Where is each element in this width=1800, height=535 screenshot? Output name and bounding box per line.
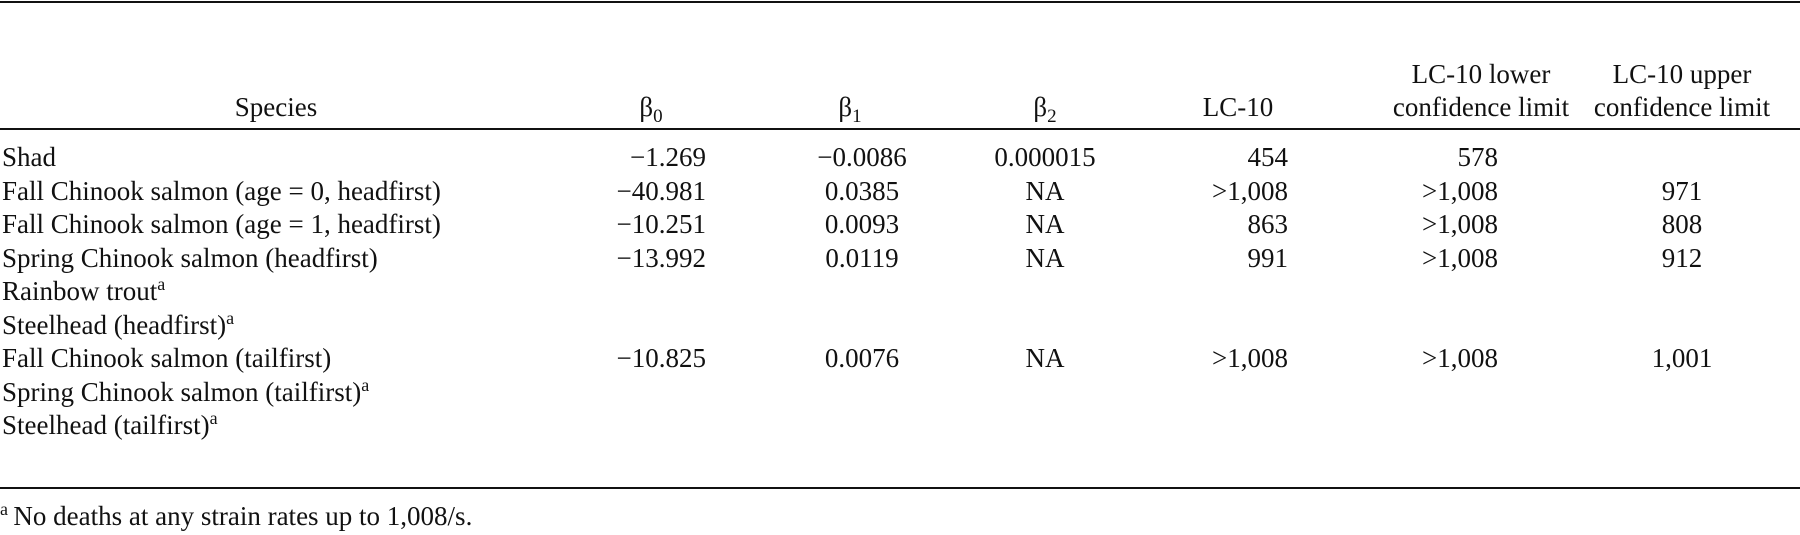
value-cell: 0.0119 <box>825 242 899 273</box>
species-name: Steelhead (headfirst) <box>2 309 227 340</box>
value-cell: 863 <box>1247 209 1289 239</box>
top-rule <box>0 1 1800 3</box>
header-label: Species <box>234 92 318 122</box>
value-cell: 454 <box>1247 142 1289 172</box>
value-cell: >1,008 <box>1422 242 1498 273</box>
value-cell: −10.825 <box>616 343 706 373</box>
value-cell: NA <box>1025 175 1065 206</box>
value-cell: NA <box>1025 209 1065 239</box>
value-cell: >1,008 <box>1212 343 1288 373</box>
value-cell: 0.0076 <box>824 343 900 373</box>
species-name: Spring Chinook salmon (headfirst) <box>2 242 378 273</box>
header-text: β2 <box>985 91 1105 127</box>
header-text: β0 <box>591 91 711 127</box>
header-label: β <box>1033 92 1048 122</box>
column-header: LC-10 lower confidence limit <box>1391 0 1571 124</box>
value-cell: 1,001 <box>1651 343 1713 373</box>
value-cell: 0.0385 <box>824 175 900 206</box>
species-cell: Rainbow trouta <box>2 272 165 310</box>
header-subscript: 0 <box>653 106 663 127</box>
bottom-rule <box>0 487 1800 489</box>
value-cell: −40.981 <box>616 175 706 206</box>
species-cell: Spring Chinook salmon (headfirst) <box>2 239 378 277</box>
species-name: Fall Chinook salmon (tailfirst) <box>2 343 332 373</box>
value-cell: NA <box>1025 242 1065 273</box>
header-label: LC-10 upper confidence limit <box>1593 59 1771 122</box>
footnote-text: No deaths at any strain rates up to 1,00… <box>13 501 473 531</box>
species-cell: Fall Chinook salmon (tailfirst) <box>2 339 331 377</box>
header-subscript: 1 <box>852 106 862 127</box>
value-cell: 912 <box>1661 242 1703 273</box>
header-text: LC-10 upper confidence limit <box>1592 58 1772 124</box>
species-cell: Steelhead (tailfirst)a <box>2 406 218 444</box>
value-cell: 0.000015 <box>994 142 1096 172</box>
column-header: LC-10 <box>1168 0 1308 124</box>
species-name: Spring Chinook salmon (tailfirst) <box>2 376 362 407</box>
species-name: Shad <box>2 142 56 172</box>
column-header: β0 <box>591 0 711 127</box>
footnote: a No deaths at any strain rates up to 1,… <box>0 497 472 535</box>
value-cell: 0.0093 <box>824 209 900 239</box>
species-cell: Spring Chinook salmon (tailfirst)a <box>2 373 369 411</box>
header-text: Species <box>126 91 426 124</box>
footnote-mark: a <box>157 274 166 294</box>
value-cell: >1,008 <box>1422 343 1498 373</box>
value-cell: >1,008 <box>1212 175 1288 206</box>
value-cell: −13.992 <box>616 242 706 273</box>
footnote-mark: a <box>209 408 218 428</box>
value-cell: >1,008 <box>1422 175 1498 206</box>
species-name: Fall Chinook salmon (age = 0, headfirst) <box>2 175 441 206</box>
header-label: β <box>838 92 853 122</box>
value-cell: −1.269 <box>630 142 706 172</box>
header-text: LC-10 lower confidence limit <box>1391 58 1571 124</box>
header-label: LC-10 <box>1202 92 1274 122</box>
species-cell: Fall Chinook salmon (age = 1, headfirst) <box>2 205 441 243</box>
value-cell: −10.251 <box>616 209 706 239</box>
header-text: LC-10 <box>1168 91 1308 124</box>
value-cell: 971 <box>1661 175 1703 206</box>
species-cell: Steelhead (headfirst)a <box>2 306 234 344</box>
header-label: β <box>639 92 654 122</box>
value-cell: >1,008 <box>1422 209 1498 239</box>
species-name: Steelhead (tailfirst) <box>2 410 210 440</box>
value-cell: NA <box>1025 343 1065 373</box>
value-cell: 991 <box>1247 242 1289 273</box>
header-text: β1 <box>790 91 910 127</box>
header-label: LC-10 lower confidence limit <box>1392 59 1570 122</box>
header-rule <box>0 128 1800 130</box>
header-subscript: 2 <box>1047 106 1057 127</box>
column-header: LC-10 upper confidence limit <box>1592 0 1772 124</box>
footnote-mark: a <box>226 307 235 328</box>
species-name: Fall Chinook salmon (age = 1, headfirst) <box>2 209 441 239</box>
column-header: β2 <box>985 0 1105 127</box>
value-cell: 578 <box>1457 142 1499 172</box>
column-header: β1 <box>790 0 910 127</box>
value-cell: 808 <box>1661 209 1703 239</box>
footnote-mark: a <box>361 374 370 395</box>
value-cell: −0.0086 <box>817 142 907 172</box>
species-name: Rainbow trout <box>2 276 158 306</box>
species-cell: Fall Chinook salmon (age = 0, headfirst) <box>2 172 441 210</box>
column-header: Species <box>126 0 426 124</box>
footnote-mark: a <box>0 499 8 519</box>
species-cell: Shad <box>2 138 56 176</box>
